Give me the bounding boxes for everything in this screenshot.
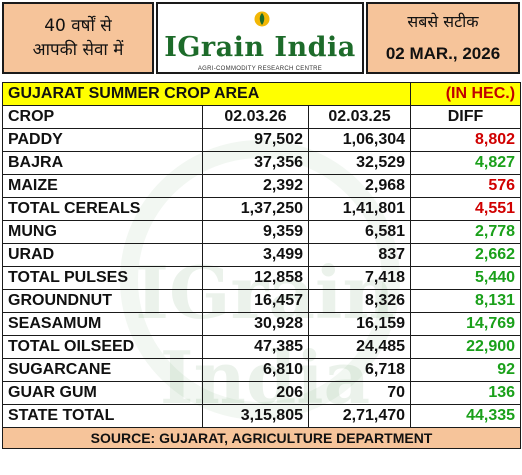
crop-name: MUNG	[2, 220, 203, 244]
source-note: SOURCE: GUJARAT, AGRICULTURE DEPARTMENT	[1, 427, 522, 449]
table-row: TOTAL PULSES 12,858 7,418 5,440	[2, 266, 522, 290]
area-2026: 97,502	[202, 128, 309, 152]
crop-name: SEASAMUM	[2, 312, 203, 336]
area-2025: 1,06,304	[307, 128, 412, 152]
area-2025: 6,718	[307, 358, 412, 382]
crop-name: PADDY	[2, 128, 203, 152]
area-2026: 37,356	[202, 151, 309, 175]
date-box: सबसे सटीक 02 MAR., 2026	[366, 2, 520, 74]
area-2026: 16,457	[202, 289, 309, 313]
area-diff: 14,769	[410, 312, 522, 336]
area-2025: 16,159	[307, 312, 412, 336]
area-2026: 6,810	[202, 358, 309, 382]
crop-name: TOTAL CEREALS	[2, 197, 203, 221]
area-2026: 3,15,805	[202, 404, 309, 428]
area-2025: 6,581	[307, 220, 412, 244]
crop-name: TOTAL PULSES	[2, 266, 203, 290]
area-2026: 47,385	[202, 335, 309, 359]
area-diff: 2,778	[410, 220, 522, 244]
area-2026: 206	[202, 381, 309, 405]
area-2025: 24,485	[307, 335, 412, 359]
area-2026: 9,359	[202, 220, 309, 244]
table-row: BAJRA 37,356 32,529 4,827	[2, 151, 522, 175]
table-row: PADDY 97,502 1,06,304 8,802	[2, 128, 522, 152]
area-2025: 32,529	[307, 151, 412, 175]
source-row: SOURCE: GUJARAT, AGRICULTURE DEPARTMENT	[1, 427, 522, 449]
table-row: SUGARCANE 6,810 6,718 92	[2, 358, 522, 382]
crop-name: BAJRA	[2, 151, 203, 175]
grain-icon	[254, 11, 270, 27]
brand-logo: IGrain India AGRI-COMMODITY RESEARCH CEN…	[156, 2, 364, 74]
tagline-line2: आपकी सेवा में	[32, 40, 124, 60]
col-header-crop: CROP	[2, 105, 203, 129]
area-2025: 7,418	[307, 266, 412, 290]
table-row: SEASAMUM 30,928 16,159 14,769	[2, 312, 522, 336]
report-date: 02 MAR., 2026	[385, 44, 501, 63]
table-row: STATE TOTAL 3,15,805 2,71,470 44,335	[2, 404, 522, 428]
area-diff: 8,131	[410, 289, 522, 313]
tagline-line1: 40 वर्षों से	[44, 16, 112, 36]
crop-name: URAD	[2, 243, 203, 267]
area-diff: 5,440	[410, 266, 522, 290]
table-row: MAIZE 2,392 2,968 576	[2, 174, 522, 198]
table-title: GUJARAT SUMMER CROP AREA	[1, 82, 412, 106]
area-diff: 22,900	[410, 335, 522, 359]
unit-label: (IN HEC.)	[410, 82, 522, 106]
area-2026: 12,858	[202, 266, 309, 290]
area-diff: 2,662	[410, 243, 522, 267]
area-diff: 4,551	[410, 197, 522, 221]
area-2025: 1,41,801	[307, 197, 412, 221]
table-row: GROUNDNUT 16,457 8,326 8,131	[2, 289, 522, 313]
crop-name: SUGARCANE	[2, 358, 203, 382]
area-diff: 4,827	[410, 151, 522, 175]
crop-name: TOTAL OILSEED	[2, 335, 203, 359]
column-header-row: CROP 02.03.26 02.03.25 DIFF	[2, 105, 522, 129]
area-diff: 44,335	[410, 404, 522, 428]
area-2025: 837	[307, 243, 412, 267]
crop-area-table: GUJARAT SUMMER CROP AREA (IN HEC.) CROP …	[1, 82, 522, 449]
area-2026: 1,37,250	[202, 197, 309, 221]
area-2026: 3,499	[202, 243, 309, 267]
tagline-box: 40 वर्षों से आपकी सेवा में	[2, 2, 154, 74]
area-diff: 8,802	[410, 128, 522, 152]
area-2025: 8,326	[307, 289, 412, 313]
table-title-row: GUJARAT SUMMER CROP AREA (IN HEC.)	[1, 82, 522, 106]
crop-name: GUAR GUM	[2, 381, 203, 405]
area-2025: 2,71,470	[307, 404, 412, 428]
table-row: URAD 3,499 837 2,662	[2, 243, 522, 267]
table-row: TOTAL CEREALS 1,37,250 1,41,801 4,551	[2, 197, 522, 221]
col-header-diff: DIFF	[410, 105, 522, 129]
table-row: TOTAL OILSEED 47,385 24,485 22,900	[2, 335, 522, 359]
area-2026: 30,928	[202, 312, 309, 336]
crop-name: STATE TOTAL	[2, 404, 203, 428]
brand-tagline: AGRI-COMMODITY RESEARCH CENTRE	[197, 66, 323, 72]
area-2025: 2,968	[307, 174, 412, 198]
col-header-2025: 02.03.25	[307, 105, 412, 129]
area-2026: 2,392	[202, 174, 309, 198]
brand-name: IGrain India	[164, 32, 356, 63]
table-row: GUAR GUM 206 70 136	[2, 381, 522, 405]
area-diff: 576	[410, 174, 522, 198]
crop-name: MAIZE	[2, 174, 203, 198]
table-row: MUNG 9,359 6,581 2,778	[2, 220, 522, 244]
col-header-2026: 02.03.26	[202, 105, 309, 129]
accuracy-tagline: सबसे सटीक	[407, 12, 479, 31]
area-diff: 92	[410, 358, 522, 382]
area-diff: 136	[410, 381, 522, 405]
crop-name: GROUNDNUT	[2, 289, 203, 313]
area-2025: 70	[307, 381, 412, 405]
